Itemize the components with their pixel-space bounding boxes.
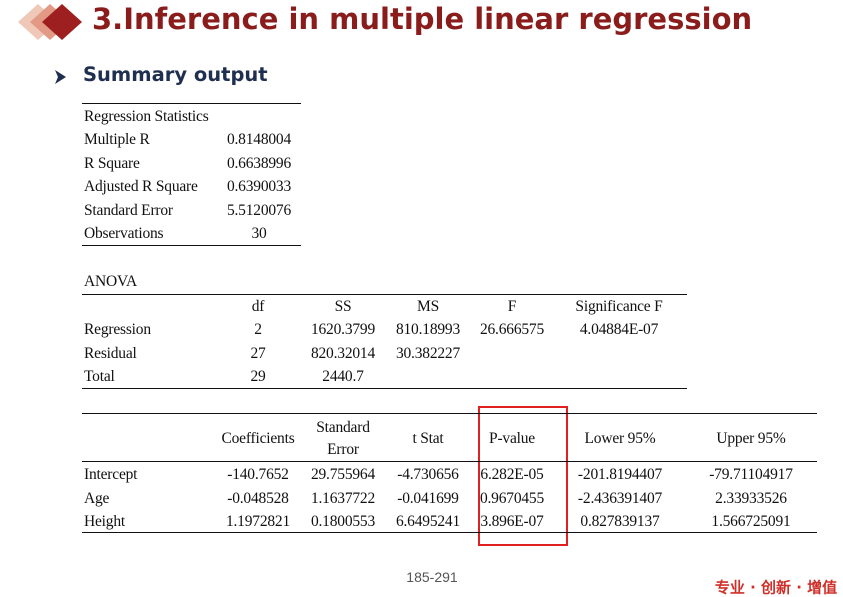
table-rule xyxy=(82,532,817,533)
title: 3.Inference in multiple linear regressio… xyxy=(92,2,753,36)
diamond-icon xyxy=(42,4,82,40)
row-label: Regression xyxy=(84,321,151,338)
cell: 2 xyxy=(254,321,262,338)
table-rule xyxy=(82,294,687,295)
bullet-arrow xyxy=(55,70,66,84)
cell: 1.566725091 xyxy=(711,513,791,530)
cell: 29 xyxy=(250,368,266,385)
cell: 5.5120076 xyxy=(226,201,292,219)
column-header: SS xyxy=(334,298,352,315)
row-label: Intercept xyxy=(84,466,138,483)
row-label: R Square xyxy=(84,154,140,172)
column-header: F xyxy=(507,298,517,315)
table-title: ANOVA xyxy=(84,273,137,290)
cell: 0.1800553 xyxy=(310,513,376,530)
cell: 810.18993 xyxy=(395,321,461,338)
cell: 29.755964 xyxy=(310,466,376,483)
cell: 0.6390033 xyxy=(226,178,292,195)
cell: 0.827839137 xyxy=(580,513,660,530)
column-header: MS xyxy=(416,298,440,315)
column-header: P-value xyxy=(489,430,535,447)
cell: 26.666575 xyxy=(479,321,545,338)
cell: 27 xyxy=(250,344,266,362)
cell: 1.1972821 xyxy=(225,513,291,530)
table-rule xyxy=(82,413,817,414)
cell: -79.71104917 xyxy=(709,466,793,483)
column-header: t Stat xyxy=(412,430,444,447)
column-header: Significance F xyxy=(575,298,663,315)
cell: 2.33933526 xyxy=(715,489,787,507)
cell: 6.6495241 xyxy=(395,513,461,530)
column-header: df xyxy=(251,298,265,315)
column-header: Standard Error xyxy=(316,419,370,458)
column-header: Lower 95% xyxy=(584,430,656,447)
cell: 0.8148004 xyxy=(226,131,292,148)
table-rule xyxy=(82,388,687,389)
column-header: Coefficients xyxy=(221,430,295,447)
cell: -4.730656 xyxy=(397,466,459,483)
row-label: Multiple R xyxy=(84,131,150,148)
cell: 0.6638996 xyxy=(226,154,292,172)
row-label: Height xyxy=(84,513,125,530)
cell: 30 xyxy=(251,225,267,242)
table-rule xyxy=(82,461,817,462)
table-rule xyxy=(82,103,301,104)
cell: 4.04884E-07 xyxy=(579,321,659,338)
row-label: Observations xyxy=(84,225,164,242)
row-label: Total xyxy=(84,368,115,385)
cell: 30.382227 xyxy=(395,344,461,362)
highlight-box xyxy=(478,406,568,546)
row-label: Adjusted R Square xyxy=(84,178,198,195)
row-label: Residual xyxy=(84,344,137,362)
row-label: Age xyxy=(84,489,110,507)
cell: 0.9670455 xyxy=(479,489,545,507)
cell: 1620.3799 xyxy=(310,321,376,338)
subtitle: Summary output xyxy=(83,63,268,86)
cell: 3.896E-07 xyxy=(480,513,544,530)
row-label: Standard Error xyxy=(84,201,173,219)
cell: -2.436391407 xyxy=(577,489,663,507)
table-title: Regression Statistics xyxy=(84,108,209,125)
cell: 6.282E-05 xyxy=(480,466,544,483)
cell: 820.32014 xyxy=(310,344,376,362)
cell: -0.048528 xyxy=(227,489,289,507)
page-number: 185-291 xyxy=(406,569,458,585)
cell: 2440.7 xyxy=(322,368,364,385)
table-rule xyxy=(82,245,301,246)
cell: -140.7652 xyxy=(227,466,289,483)
cell: -0.041699 xyxy=(397,489,459,507)
column-header: Upper 95% xyxy=(716,430,786,447)
cell: 1.1637722 xyxy=(310,489,376,507)
motto: 专业 · 创新 · 增值 xyxy=(714,578,838,597)
cell: -201.8194407 xyxy=(577,466,663,483)
